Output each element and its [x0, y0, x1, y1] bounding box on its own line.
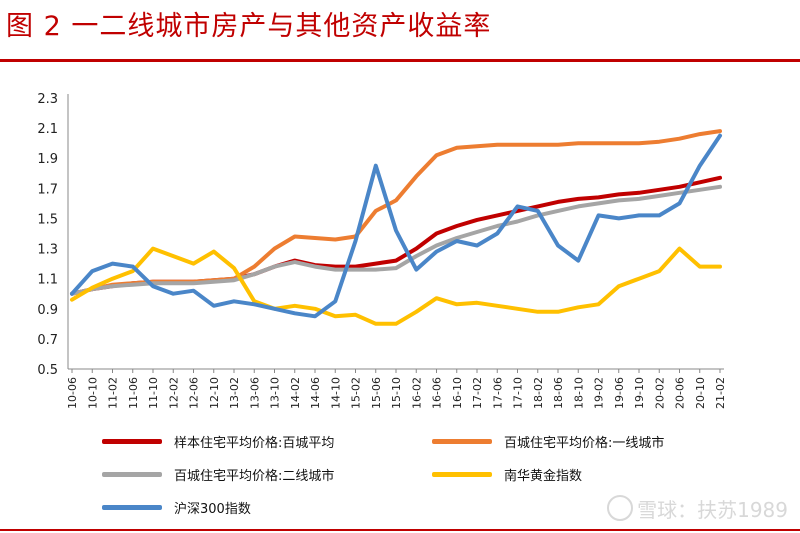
y-tick-label: 1.1: [37, 273, 58, 288]
legend-swatch-1: [102, 439, 162, 444]
x-tick-label: 20-06: [674, 377, 687, 409]
line-chart: 0.5 0.7 0.9 1.1 1.3 1.5 1.7 1.9 2.1 2.3 10-06 10-10…: [37, 92, 727, 409]
x-tick-label: 11-06: [127, 377, 140, 409]
chart-series: [70, 129, 722, 326]
x-tick-label: 10-10: [86, 377, 99, 409]
y-tick-label: 2.3: [37, 92, 58, 107]
x-tick-label: 17-10: [512, 377, 525, 409]
x-tick-label: 13-06: [248, 377, 261, 409]
x-tick-label: 12-10: [208, 377, 221, 409]
watermark: 雪球：扶苏1989: [607, 494, 788, 523]
y-tick-label: 1.9: [37, 152, 58, 167]
series-line-3: [70, 184, 722, 296]
legend-item-1: 样本住宅平均价格:百城平均: [102, 432, 334, 451]
x-tick-label: 12-06: [188, 377, 201, 409]
legend-item-5: 沪深300指数: [102, 498, 251, 517]
y-tick-label: 2.1: [37, 122, 58, 137]
legend-swatch-3: [102, 472, 162, 477]
legend-swatch-4: [432, 472, 492, 477]
legend-label-5: 沪深300指数: [174, 502, 251, 517]
x-tick-label: 17-06: [491, 377, 504, 409]
y-tick-label: 0.9: [37, 303, 58, 318]
legend-swatch-2: [432, 439, 492, 444]
x-tick-label: 19-06: [613, 377, 626, 409]
chart-legend: 样本住宅平均价格:百城平均 百城住宅平均价格:一线城市 百城住宅平均价格:二线城…: [0, 425, 800, 525]
x-tick-label: 18-10: [572, 377, 585, 409]
series-line-4: [70, 246, 722, 326]
y-tick-label: 1.7: [37, 182, 58, 197]
x-tick-label: 20-10: [694, 377, 707, 409]
x-tick-label: 13-10: [269, 377, 282, 409]
x-tick-label: 15-02: [350, 377, 363, 409]
figure-title: 图 2 一二线城市房产与其他资产收益率: [6, 11, 492, 42]
bottom-rule: [0, 529, 800, 531]
series-line-5: [70, 133, 722, 319]
x-tick-label: 19-10: [633, 377, 646, 409]
x-tick-label: 18-02: [532, 377, 545, 409]
top-rule: [0, 59, 800, 62]
legend-label-4: 南华黄金指数: [504, 469, 583, 484]
watermark-text: 雪球：扶苏1989: [637, 498, 788, 522]
x-tick-label: 11-02: [107, 377, 120, 409]
x-tick-label: 15-06: [370, 377, 383, 409]
legend-label-3: 百城住宅平均价格:二线城市: [174, 469, 335, 484]
y-tick-label: 0.7: [37, 333, 58, 348]
x-tick-label: 16-06: [431, 377, 444, 409]
x-tick-label: 10-06: [66, 377, 79, 409]
x-tick-label: 12-02: [167, 377, 180, 409]
legend-item-2: 百城住宅平均价格:一线城市: [432, 432, 664, 451]
snowball-logo-icon: [607, 495, 634, 521]
x-tick-label: 15-10: [390, 377, 403, 409]
x-tick-label: 20-02: [653, 377, 666, 409]
legend-label-2: 百城住宅平均价格:一线城市: [504, 436, 665, 451]
x-tick-label: 18-06: [552, 377, 565, 409]
x-tick-label: 14-10: [329, 377, 342, 409]
x-tick-label: 19-02: [593, 377, 606, 409]
legend-item-3: 百城住宅平均价格:二线城市: [102, 465, 334, 484]
x-tick-label: 11-10: [147, 377, 160, 409]
x-tick-label: 14-02: [289, 377, 302, 409]
x-tick-label: 13-02: [228, 377, 241, 409]
x-tick-label: 14-06: [309, 377, 322, 409]
y-tick-label: 0.5: [37, 363, 58, 378]
x-tick-label: 21-02: [714, 377, 727, 409]
y-tick-label: 1.5: [37, 212, 58, 227]
x-tick-label: 17-02: [471, 377, 484, 409]
series-line-1: [70, 175, 722, 296]
x-tick-label: 16-10: [451, 377, 464, 409]
legend-item-4: 南华黄金指数: [432, 465, 582, 484]
legend-label-1: 样本住宅平均价格:百城平均: [174, 436, 335, 451]
x-tick-label: 16-02: [410, 377, 423, 409]
chart-axes: 0.5 0.7 0.9 1.1 1.3 1.5 1.7 1.9 2.1 2.3 10-06 10-10…: [37, 92, 727, 409]
y-tick-label: 1.3: [37, 243, 58, 258]
legend-swatch-5: [102, 505, 162, 510]
